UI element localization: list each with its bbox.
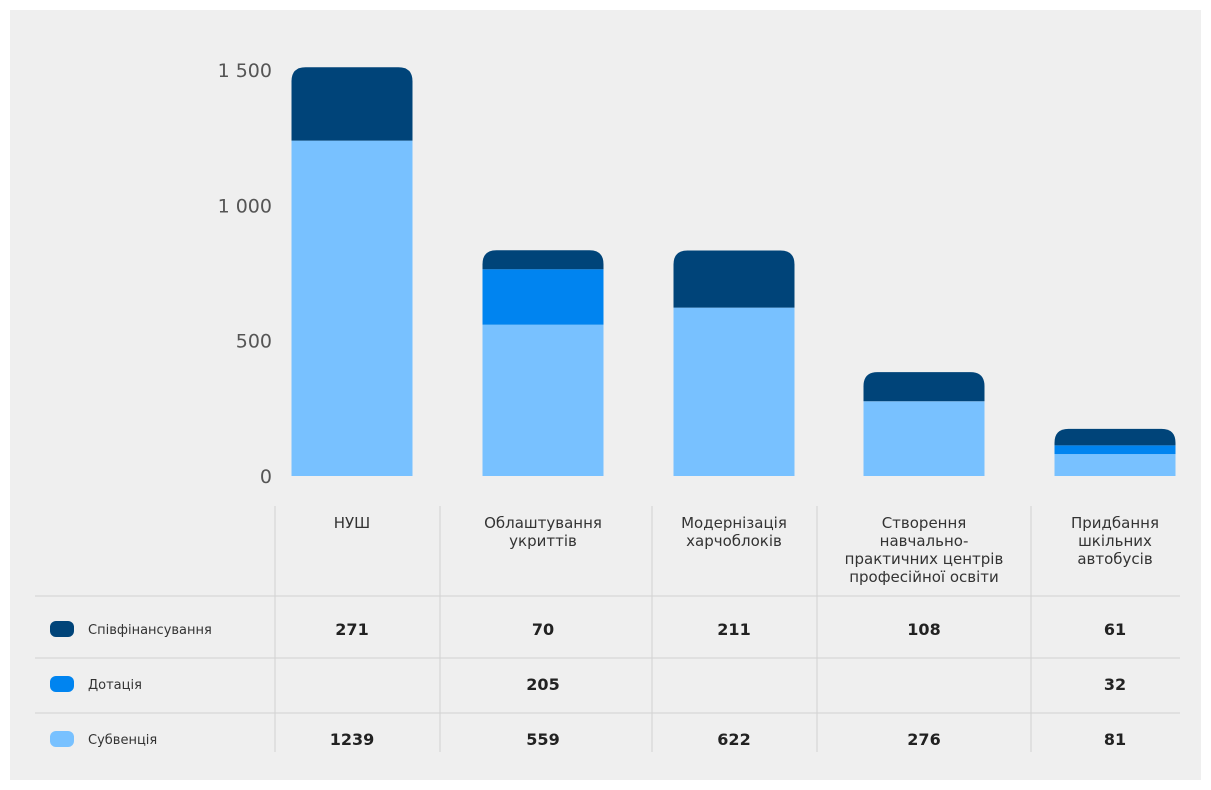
bar-segment <box>1055 445 1176 454</box>
category-label-line: автобусів <box>1077 550 1152 568</box>
bar-segment <box>483 325 604 476</box>
table-cell-value: 32 <box>1104 675 1126 694</box>
bar-segment <box>483 250 604 269</box>
y-tick-label: 1 500 <box>218 60 272 82</box>
category-label-line: навчально- <box>880 532 969 550</box>
table-cell-value: 70 <box>532 620 554 639</box>
category-label-line: Придбання <box>1071 514 1159 532</box>
bar-segment <box>292 141 413 476</box>
category-label-line: професійної освіти <box>849 568 999 586</box>
table-cell-value: 271 <box>335 620 368 639</box>
legend-label: Співфінансування <box>88 623 212 638</box>
category-label-line: практичних центрів <box>845 550 1004 568</box>
category-label: Облаштування укриттів <box>484 514 602 550</box>
y-tick-label: 500 <box>236 331 272 353</box>
legend-swatch <box>50 621 74 637</box>
table-cell-value: 559 <box>526 730 559 749</box>
legend-swatch <box>50 731 74 747</box>
data-table-values: 271 70 211 108 61 205 32 1239 559 622 276 81 <box>330 620 1126 749</box>
table-cell-value: 276 <box>907 730 940 749</box>
category-labels: НУШ Облаштування укриттів Модернізація харчо… <box>334 514 1159 586</box>
category-label-line: Створення <box>882 514 967 532</box>
category-label: Придбання шкільних автобусів <box>1071 514 1159 568</box>
category-label: Модернізація харчоблоків <box>681 514 787 550</box>
table-cell-value: 61 <box>1104 620 1126 639</box>
bar-segment <box>292 67 413 140</box>
y-axis-ticks: 0 500 1 000 1 500 <box>218 60 272 488</box>
bar-segment <box>864 401 985 476</box>
table-cell-value: 108 <box>907 620 940 639</box>
bar-segment <box>483 269 604 324</box>
bar-segment <box>864 372 985 401</box>
category-label-line: Модернізація <box>681 514 787 532</box>
bar-segment <box>674 308 795 476</box>
table-cell-value: 205 <box>526 675 559 694</box>
category-label-line: харчоблоків <box>686 532 782 550</box>
y-tick-label: 0 <box>260 466 272 488</box>
table-cell-value: 1239 <box>330 730 375 749</box>
table-cell-value: 622 <box>717 730 750 749</box>
category-label: Створення навчально-практичних центрів про… <box>845 514 1004 586</box>
legend-label: Дотація <box>88 678 142 693</box>
y-tick-label: 1 000 <box>218 195 272 217</box>
table-cell-value: 81 <box>1104 730 1126 749</box>
table-cell-value: 211 <box>717 620 750 639</box>
category-label-line: НУШ <box>334 514 370 532</box>
legend-label: Субвенція <box>88 733 157 748</box>
bars <box>292 67 1176 476</box>
bar-segment <box>674 251 795 308</box>
bar-segment <box>1055 429 1176 446</box>
category-label-line: укриттів <box>509 532 577 550</box>
bar-segment <box>1055 454 1176 476</box>
category-label-line: шкільних <box>1078 532 1152 550</box>
category-label: НУШ <box>334 514 370 532</box>
category-label-line: Облаштування <box>484 514 602 532</box>
legend-swatch <box>50 676 74 692</box>
series-legend: Співфінансування Дотація Субвенція <box>50 621 212 748</box>
